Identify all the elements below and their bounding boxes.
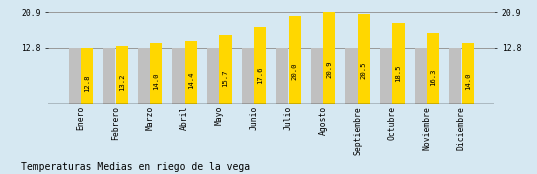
Text: 13.2: 13.2	[119, 74, 125, 91]
Bar	[172, 48, 185, 104]
Text: 17.6: 17.6	[257, 66, 263, 84]
Bar	[323, 12, 336, 104]
Bar	[207, 48, 219, 104]
Bar	[462, 43, 474, 104]
Bar	[289, 16, 301, 104]
Bar	[69, 48, 81, 104]
Bar	[345, 48, 358, 104]
Text: 18.5: 18.5	[396, 65, 402, 82]
Text: 14.4: 14.4	[188, 72, 194, 89]
Text: 20.0: 20.0	[292, 62, 297, 80]
Text: 14.0: 14.0	[465, 72, 471, 90]
Bar	[150, 43, 162, 104]
Bar	[220, 35, 231, 104]
Bar	[311, 48, 323, 104]
Text: 20.9: 20.9	[326, 61, 332, 78]
Bar	[81, 48, 93, 104]
Bar	[358, 14, 370, 104]
Bar	[393, 23, 404, 104]
Bar	[449, 48, 461, 104]
Bar	[185, 41, 197, 104]
Bar	[415, 48, 427, 104]
Bar	[254, 27, 266, 104]
Text: 20.5: 20.5	[361, 61, 367, 79]
Text: 15.7: 15.7	[222, 69, 229, 87]
Bar	[427, 33, 439, 104]
Bar	[115, 46, 128, 104]
Bar	[103, 48, 115, 104]
Text: 12.8: 12.8	[84, 74, 90, 92]
Bar	[242, 48, 253, 104]
Text: 14.0: 14.0	[153, 72, 159, 90]
Bar	[138, 48, 150, 104]
Text: Temperaturas Medias en riego de la vega: Temperaturas Medias en riego de la vega	[21, 162, 251, 172]
Bar	[380, 48, 392, 104]
Bar	[276, 48, 288, 104]
Text: 16.3: 16.3	[430, 68, 436, 86]
